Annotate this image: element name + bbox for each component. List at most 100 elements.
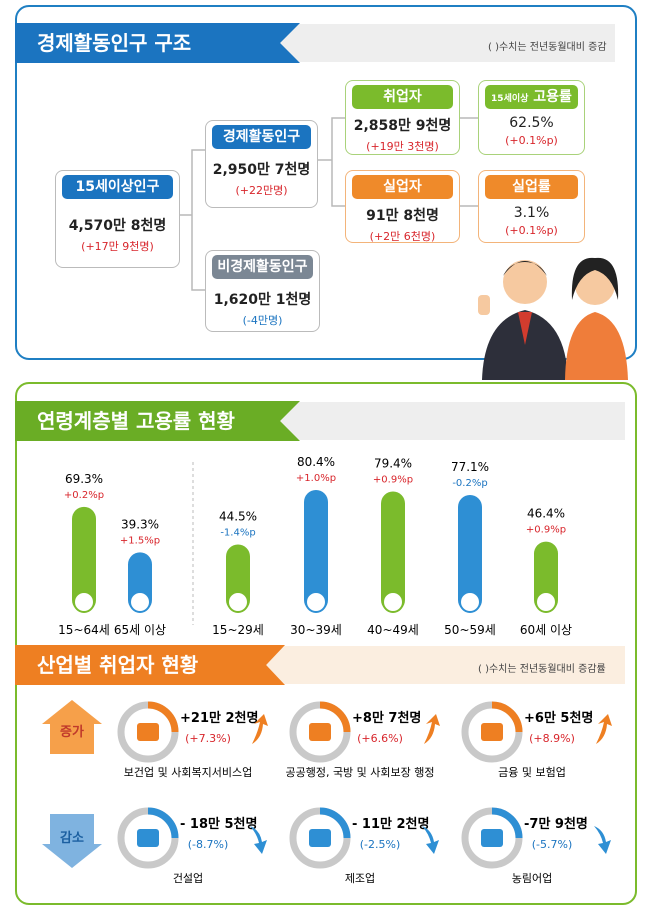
node: 경제활동인구 2,950만 7천명 (+22만명) (205, 120, 318, 208)
icon (309, 723, 331, 741)
node-label: 실업자 (352, 175, 453, 199)
item-label: 금융 및 보험업 (498, 766, 566, 779)
item-value: +8만 7천명 (352, 710, 421, 726)
icon (309, 829, 331, 847)
industry-chart: 증가 +21만 2천명 (+7.3%) 보건업 및 사회복지서비스업 +8만 7천명 (+… (42, 700, 612, 885)
node-change: (+22만명) (235, 184, 288, 197)
section-title: 연령계층별 고용률 현황 (15, 401, 300, 441)
item-rate: (-2.5%) (360, 838, 401, 851)
bar-icon (459, 591, 481, 613)
item-value: -7만 9천명 (524, 816, 588, 832)
item-label: 제조업 (345, 872, 375, 885)
node-label: 고용률 (533, 89, 572, 105)
item-label: 공공행정, 국방 및 사회보장 행정 (285, 766, 434, 779)
section-title: 산업별 취업자 현황 (15, 645, 285, 685)
bar (304, 490, 328, 612)
change-label: +0.2%p (64, 490, 104, 501)
item-label: 보건업 및 사회복지서비스업 (124, 766, 252, 779)
structure-panel (15, 5, 637, 360)
illustration (478, 257, 628, 380)
item-label: 농림어업 (512, 872, 552, 885)
bar-icon (382, 591, 404, 613)
node-label: 경제활동인구 (212, 125, 311, 149)
value-label: 69.3% (65, 472, 103, 486)
connectors (180, 117, 628, 380)
value-label: 77.1% (451, 460, 489, 474)
row-badge (42, 700, 102, 754)
node-change: (-4만명) (242, 314, 283, 327)
trend-arrow (594, 826, 611, 854)
bar (72, 506, 96, 612)
x-tick-label: 65세 이상 (114, 623, 166, 637)
item-rate: (+7.3%) (185, 732, 231, 745)
node-change: (+2만 6천명) (369, 230, 436, 243)
bar-icon (129, 591, 151, 613)
value-label: 79.4% (374, 457, 412, 471)
node-change: (+19만 3천명) (366, 140, 439, 153)
icon (137, 723, 159, 741)
x-tick-label: 50~59세 (444, 623, 496, 637)
item-rate: (-8.7%) (188, 838, 229, 851)
change-label: +1.5%p (120, 535, 160, 546)
x-tick-label: 40~49세 (367, 623, 419, 637)
icon (137, 829, 159, 847)
icon-ring-accent (319, 701, 351, 733)
trend-arrow (252, 714, 268, 744)
lower-panel (15, 382, 637, 905)
change-label: -0.2%p (452, 478, 487, 489)
change-label: +0.9%p (373, 475, 413, 486)
section-title: 경제활동인구 구조 (15, 23, 300, 63)
note: ( )수치는 전년동월대비 증감 (488, 42, 607, 53)
node-label-wrap: 15세이상 고용률 (485, 85, 578, 109)
node-label: 실업률 (485, 175, 578, 199)
node: 비경제활동인구 1,620만 1천명 (-4만명) (205, 250, 320, 332)
node-value: 3.1% (513, 205, 550, 221)
value-label: 80.4% (297, 455, 335, 469)
bar-icon (73, 591, 95, 613)
node-label: 취업자 (352, 85, 453, 109)
change-label: -1.4%p (220, 527, 255, 538)
item-value: - 18만 5천명 (180, 816, 257, 832)
icon-ring-accent (491, 807, 523, 839)
item-value: +6만 5천명 (524, 710, 593, 726)
change-label: +0.9%p (526, 525, 566, 536)
value-label: 46.4% (527, 507, 565, 521)
item-value: +21만 2천명 (180, 710, 258, 726)
bar-icon (227, 591, 249, 613)
row-label: 감소 (60, 831, 84, 846)
bar-icon (305, 591, 327, 613)
node-label: 15세이상인구 (62, 175, 173, 199)
node-value: 2,950만 7천명 (212, 162, 311, 178)
trend-arrow (422, 826, 439, 854)
item-rate: (+8.9%) (529, 732, 575, 745)
trend-arrow (596, 714, 612, 744)
icon-ring-accent (491, 701, 523, 733)
icon (481, 723, 503, 741)
x-tick-label: 15~64세 (58, 623, 110, 637)
icon-ring-accent (319, 807, 351, 839)
node-value: 62.5% (509, 115, 554, 131)
node-change: (+17만 9천명) (81, 240, 154, 253)
node-value: 1,620만 1천명 (213, 292, 312, 308)
row-label: 증가 (60, 725, 84, 740)
item-label: 건설업 (173, 872, 203, 885)
icon-ring-accent (147, 701, 179, 733)
node-change: (+0.1%p) (505, 134, 558, 147)
bar (458, 495, 482, 612)
node-value: 91만 8천명 (366, 208, 439, 224)
x-tick-label: 30~39세 (290, 623, 342, 637)
node: 15세이상 고용률 62.5% (+0.1%p) (478, 80, 585, 155)
node-change: (+0.1%p) (505, 224, 558, 237)
node: 15세이상인구 4,570만 8천명 (+17만 9천명) (55, 170, 180, 268)
item-value: - 11만 2천명 (352, 816, 429, 832)
node-label: 비경제활동인구 (212, 255, 313, 279)
change-label: +1.0%p (296, 473, 336, 484)
node-value: 2,858만 9천명 (353, 118, 452, 134)
trend-arrow (424, 714, 440, 744)
row-badge (42, 814, 102, 868)
node: 취업자 2,858만 9천명 (+19만 3천명) (345, 80, 460, 155)
item-rate: (-5.7%) (532, 838, 573, 851)
node: 실업률 3.1% (+0.1%p) (478, 170, 585, 243)
note: ( )수치는 전년동월대비 증감률 (478, 664, 606, 675)
